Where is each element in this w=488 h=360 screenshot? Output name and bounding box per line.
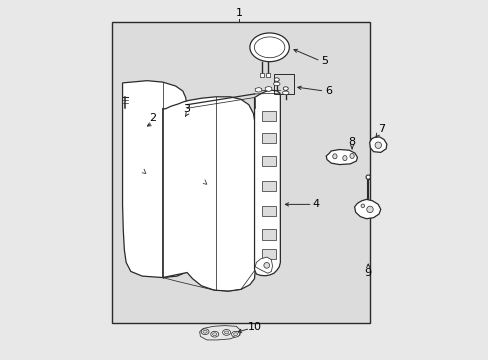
Ellipse shape xyxy=(233,333,237,336)
Text: 7: 7 xyxy=(377,124,384,134)
Text: 9: 9 xyxy=(364,267,371,278)
Ellipse shape xyxy=(342,156,346,161)
Bar xyxy=(261,249,276,259)
Ellipse shape xyxy=(274,78,279,81)
Ellipse shape xyxy=(349,153,353,158)
Ellipse shape xyxy=(360,204,364,208)
Ellipse shape xyxy=(264,262,269,268)
Polygon shape xyxy=(254,90,280,276)
Ellipse shape xyxy=(203,330,207,333)
Polygon shape xyxy=(255,87,261,92)
Ellipse shape xyxy=(283,87,287,90)
Ellipse shape xyxy=(231,331,239,337)
Polygon shape xyxy=(325,149,357,165)
Text: 4: 4 xyxy=(312,199,319,210)
Text: 3: 3 xyxy=(183,104,190,114)
Bar xyxy=(261,206,276,216)
Ellipse shape xyxy=(366,175,369,179)
Polygon shape xyxy=(122,81,187,278)
Ellipse shape xyxy=(224,331,228,334)
Text: 1: 1 xyxy=(235,8,242,18)
Polygon shape xyxy=(255,257,272,273)
Ellipse shape xyxy=(366,206,372,213)
Bar xyxy=(261,181,276,191)
Text: 8: 8 xyxy=(348,137,355,147)
Bar xyxy=(261,111,276,121)
Ellipse shape xyxy=(201,329,208,334)
Text: 6: 6 xyxy=(325,86,331,96)
Bar xyxy=(261,229,276,239)
Ellipse shape xyxy=(374,142,381,148)
Ellipse shape xyxy=(212,333,217,336)
Ellipse shape xyxy=(332,154,336,159)
Polygon shape xyxy=(369,137,386,152)
Bar xyxy=(113,24,367,321)
Ellipse shape xyxy=(210,331,218,337)
Ellipse shape xyxy=(273,82,280,86)
Polygon shape xyxy=(354,199,380,219)
Ellipse shape xyxy=(282,91,288,95)
Polygon shape xyxy=(265,86,271,91)
Bar xyxy=(260,73,263,77)
Bar xyxy=(273,74,293,94)
Bar xyxy=(112,22,369,323)
Text: 2: 2 xyxy=(149,113,156,123)
Ellipse shape xyxy=(222,329,230,335)
Ellipse shape xyxy=(249,33,289,62)
Bar xyxy=(261,133,276,143)
Bar xyxy=(265,73,269,77)
Text: 10: 10 xyxy=(248,322,262,332)
Bar xyxy=(261,156,276,166)
Polygon shape xyxy=(163,97,255,291)
Ellipse shape xyxy=(254,37,285,58)
Text: 5: 5 xyxy=(320,56,327,66)
